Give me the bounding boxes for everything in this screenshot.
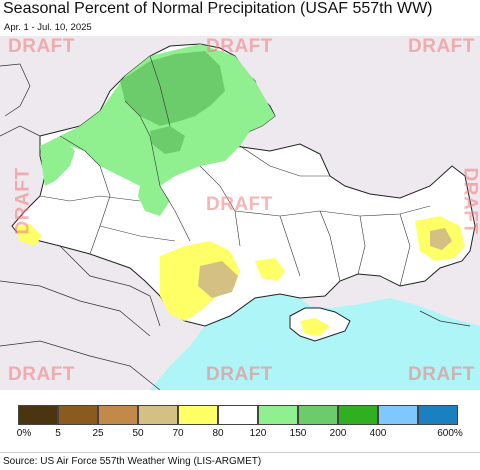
color-legend	[18, 405, 458, 425]
legend-swatch	[18, 405, 58, 425]
darker-green-region	[120, 51, 225, 126]
tan-region-east	[430, 228, 452, 250]
precipitation-map	[0, 36, 480, 390]
legend-tick-label: 5	[55, 428, 61, 439]
map-title: Seasonal Percent of Normal Precipitation…	[3, 0, 433, 17]
source-credit: Source: US Air Force 557th Weather Wing …	[3, 456, 262, 467]
legend-swatch	[218, 405, 258, 425]
legend-tick-label: 150	[289, 428, 307, 439]
watermark-draft: DRAFT	[408, 36, 475, 57]
legend-swatch	[138, 405, 178, 425]
darker-green-region-2	[150, 126, 185, 154]
legend-tick-label: 200	[329, 428, 347, 439]
legend-swatch	[258, 405, 298, 425]
map-subtitle: Apr. 1 - Jul. 10, 2025	[4, 22, 92, 33]
neighbor-borders	[0, 63, 471, 390]
legend-swatch	[178, 405, 218, 425]
legend-swatch	[98, 405, 138, 425]
legend-tick-labels: 0% 5 25 50 70 80 120 150 200 400 600%	[0, 428, 480, 442]
legend-tick-label: 70	[172, 428, 184, 439]
legend-tick-label: 0%	[16, 428, 32, 439]
watermark-draft: DRAFT	[206, 364, 273, 385]
legend-tick-label: 80	[212, 428, 224, 439]
legend-swatch	[418, 405, 458, 425]
black-sea	[150, 294, 480, 390]
legend-tick-label: 120	[249, 428, 267, 439]
watermark-draft: DRAFT	[8, 36, 75, 57]
legend-tick-label: 25	[92, 428, 104, 439]
green-region-northeast	[138, 186, 170, 216]
watermark-draft: DRAFT	[206, 194, 273, 215]
dry-region-crimea	[300, 318, 330, 336]
watermark-draft: DRAFT	[12, 167, 34, 235]
tan-region-south	[198, 261, 238, 298]
green-region-west	[40, 136, 75, 186]
watermark-draft: DRAFT	[206, 36, 273, 57]
legend-tick-label: 600%	[437, 428, 463, 439]
watermark-draft: DRAFT	[8, 364, 75, 385]
watermark-draft: DRAFT	[459, 167, 480, 235]
legend-swatch	[298, 405, 338, 425]
legend-swatch	[58, 405, 98, 425]
dry-region-west	[15, 224, 42, 246]
legend-swatch	[338, 405, 378, 425]
oblast-borders	[39, 55, 431, 287]
legend-tick-label: 50	[132, 428, 144, 439]
divider	[0, 452, 480, 453]
legend-tick-label: 400	[369, 428, 387, 439]
legend-swatch	[378, 405, 418, 425]
dry-region-south-2	[255, 258, 285, 281]
watermark-draft: DRAFT	[408, 364, 475, 385]
